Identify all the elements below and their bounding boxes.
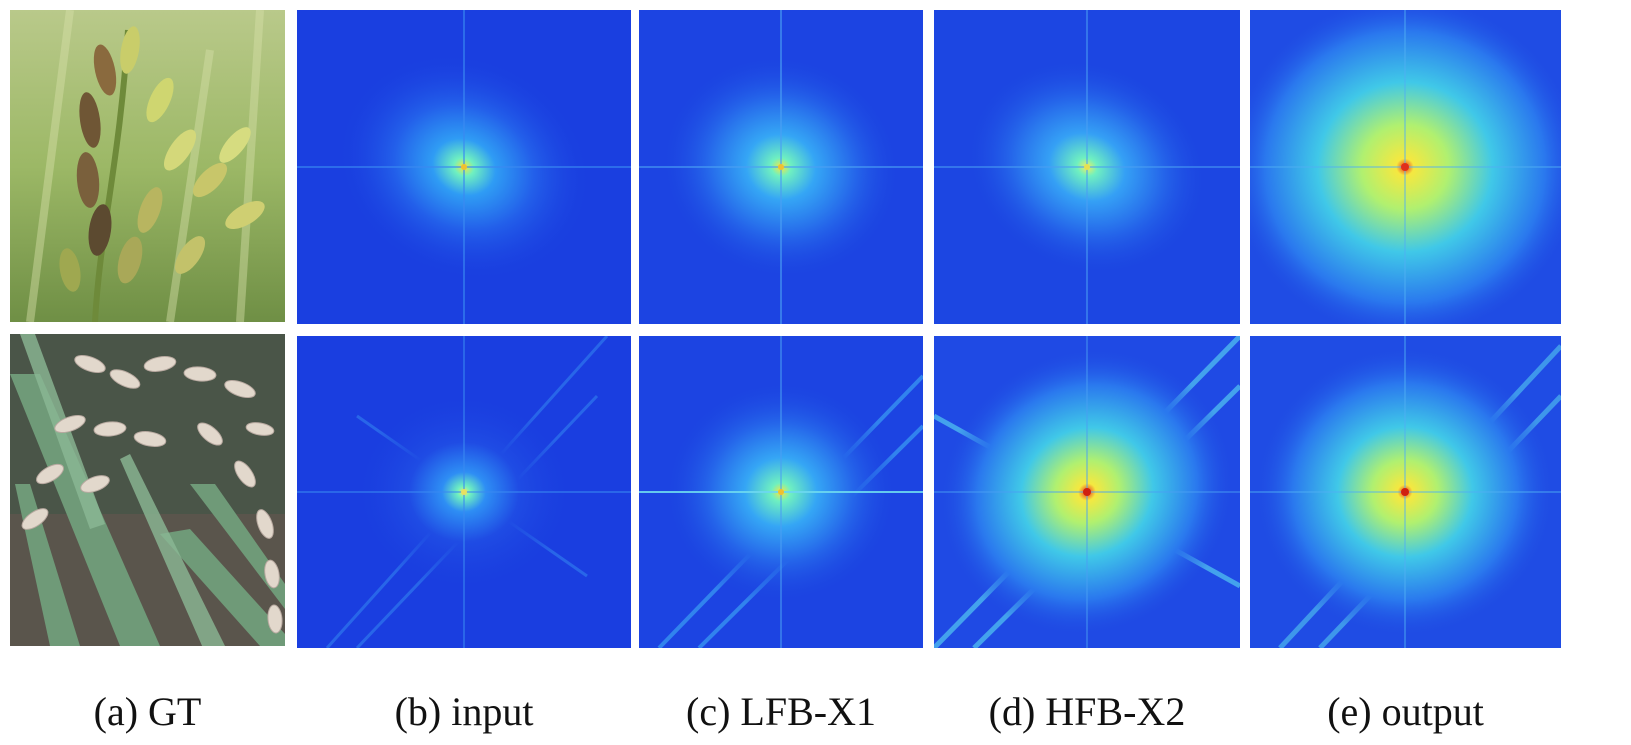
caption-input: (b) input	[394, 689, 534, 734]
spectrum-output-row1	[1250, 10, 1561, 324]
spectrum-hfb-x2-row1	[934, 10, 1240, 324]
caption-output: (e) output	[1327, 689, 1484, 734]
spectrum-input-row2	[297, 336, 631, 648]
rice-panicle-image	[10, 334, 285, 646]
fft-spectrum	[1250, 336, 1561, 648]
caption-gt: (a) GT	[93, 689, 202, 734]
fft-spectrum	[1250, 10, 1561, 324]
spectrum-lfb-x1-row2	[639, 336, 923, 648]
fft-spectrum	[639, 10, 923, 324]
spectrum-input-row1	[297, 10, 631, 324]
gt-photo-row1	[10, 10, 285, 322]
gt-photo-row2	[10, 334, 285, 646]
fft-spectrum	[934, 10, 1240, 324]
fft-spectrum	[639, 336, 923, 648]
fft-spectrum	[297, 10, 631, 324]
fft-spectrum	[934, 336, 1240, 648]
caption-lfb-x1: (c) LFB-X1	[686, 689, 876, 734]
spectrum-lfb-x1-row1	[639, 10, 923, 324]
spectrum-hfb-x2-row2	[934, 336, 1240, 648]
rice-panicle-image	[10, 10, 285, 322]
fft-spectrum	[297, 336, 631, 648]
caption-hfb-x2: (d) HFB-X2	[988, 689, 1186, 734]
spectrum-output-row2	[1250, 336, 1561, 648]
